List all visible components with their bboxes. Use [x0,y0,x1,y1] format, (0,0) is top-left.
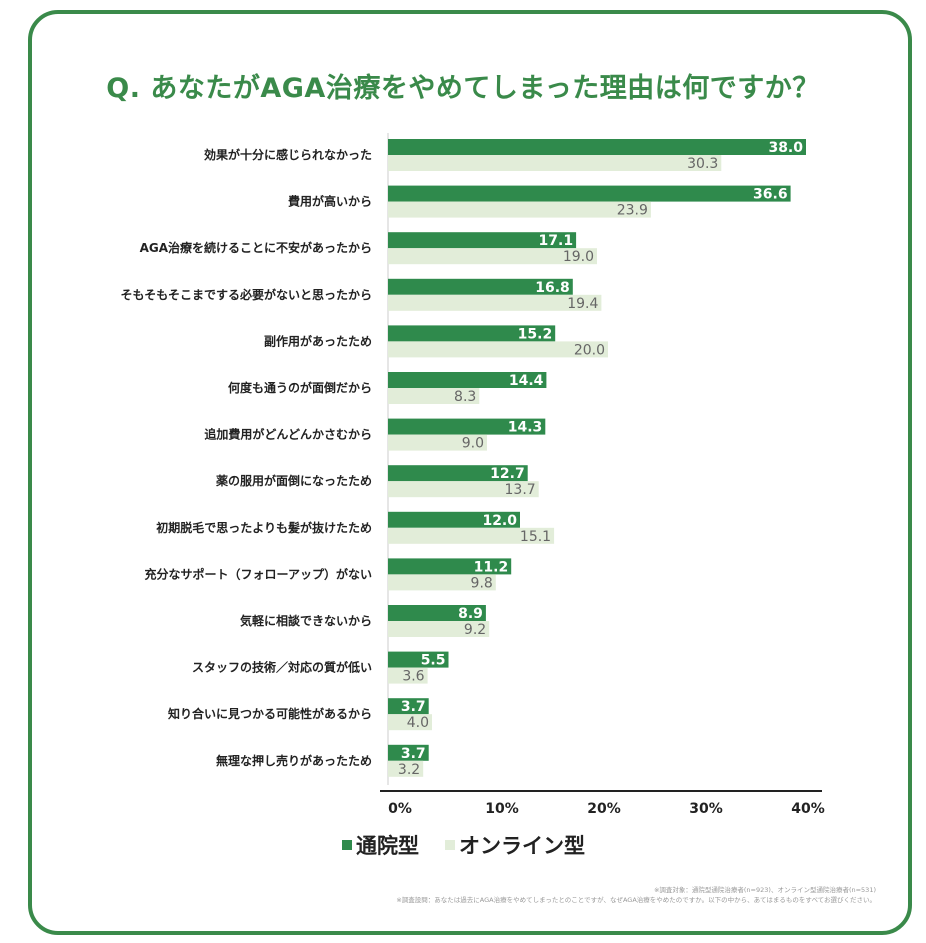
bar-clinic [388,698,429,715]
bar-online [388,201,651,218]
data-label-online: 19.0 [563,249,594,265]
data-label-clinic: 12.7 [490,466,525,482]
bar-clinic [388,605,486,621]
category-label: AGA治療を続けることに不安があったから [140,240,372,255]
category-label: 気軽に相談できないから [240,613,372,628]
data-label-clinic: 12.0 [482,513,517,529]
bar-online [388,574,496,591]
legend: 通院型 オンライン型 [342,830,585,860]
bar-clinic [388,744,429,761]
legend-swatch-online [445,840,455,850]
data-label-clinic: 16.8 [535,280,570,296]
data-label-online: 3.2 [398,762,420,778]
category-label: そもそもそこまでする必要がないと思ったから [120,287,372,302]
bar-clinic [388,465,528,482]
category-label: 何度も通うのが面倒だから [228,380,372,395]
bar-clinic [388,511,520,528]
bar-online [388,388,480,404]
data-label-online: 20.0 [574,342,605,358]
data-label-online: 9.0 [462,436,484,452]
chart-title: Q. あなたがAGA治療をやめてしまった理由は何ですか？ [106,73,820,104]
data-label-online: 15.1 [520,529,551,545]
data-label-clinic: 14.3 [508,420,543,436]
data-label-online: 8.3 [454,389,476,405]
bar-online [388,667,428,684]
category-label: 充分なサポート（フォローアップ）がない [144,566,372,581]
category-label: 無理な押し売りがあったため [216,753,372,768]
category-label: 知り合いに見つかる可能性があるから [167,706,372,721]
category-label: スタッフの技術／対応の質が低い [192,660,372,675]
data-label-online: 13.7 [505,482,536,498]
card-frame [28,10,912,935]
data-label-online: 9.2 [464,622,486,638]
legend-label-clinic: 通院型 [356,834,419,858]
category-label: 効果が十分に感じられなかった [204,147,372,162]
category-label: 費用が高いから [288,194,372,209]
x-tick-label: 30% [689,801,723,817]
legend-swatch-clinic [342,840,352,850]
x-tick-label: 0% [388,801,412,817]
data-label-clinic: 36.6 [753,187,788,203]
x-tick-label: 40% [791,801,825,817]
data-label-clinic: 3.7 [401,699,426,715]
bar-clinic [388,418,546,435]
data-label-online: 9.8 [471,575,493,591]
data-label-clinic: 3.7 [401,746,426,762]
category-label: 薬の服用が面倒になったため [216,473,372,488]
bar-online [388,248,597,265]
x-tick-label: 20% [587,801,621,817]
x-tick-label: 10% [485,801,519,817]
data-label-clinic: 38.0 [768,140,803,156]
bar-online [388,621,490,637]
footnote-subjects: ※調査対象：通院型通院治療者(n=923)、オンライン型通院治療者(n=531) [653,886,876,894]
bar-clinic [388,185,791,202]
bar-online [388,155,722,171]
bar-clinic [388,558,512,575]
data-label-clinic: 5.5 [421,653,446,669]
category-label: 副作用があったため [264,333,372,348]
bar-online [388,294,602,311]
bar-clinic [388,651,449,668]
bar-online [388,527,555,544]
data-label-online: 19.4 [567,296,598,312]
data-label-clinic: 17.1 [539,233,574,249]
category-label: 追加費用がどんどんかさむから [204,427,372,442]
bar-online [388,434,487,451]
data-label-online: 23.9 [617,203,648,219]
footnote-question: ※調査設問：あなたは過去にAGA治療をやめてしまったとのことですが、なぜAGA治… [396,896,876,904]
bar-clinic [388,139,806,155]
data-label-clinic: 15.2 [518,326,553,342]
bar-clinic [388,278,573,295]
data-label-clinic: 8.9 [458,606,483,622]
category-label: 初期脱毛で思ったよりも髪が抜けたため [156,520,372,535]
data-label-clinic: 14.4 [509,373,544,389]
bar-online [388,481,539,498]
bar-online [388,714,432,731]
bar-online [388,760,424,777]
bar-clinic [388,372,547,388]
bar-clinic [388,232,577,249]
data-label-online: 3.6 [402,669,424,685]
data-label-clinic: 11.2 [474,559,509,575]
data-label-online: 4.0 [407,715,429,731]
bar-online [388,341,608,358]
data-label-online: 30.3 [687,156,718,172]
bar-clinic [388,325,556,342]
legend-label-online: オンライン型 [459,834,585,858]
